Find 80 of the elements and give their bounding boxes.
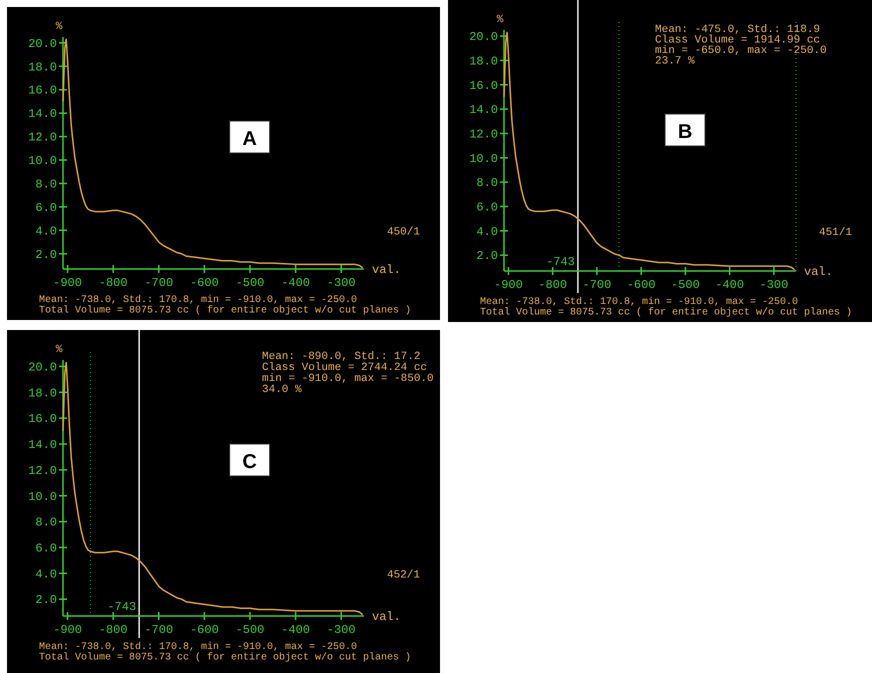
x-tick-label: -700 (582, 278, 612, 292)
y-axis-title: % (56, 344, 63, 356)
x-tick-label: -600 (190, 276, 219, 290)
text: Total Volume = 8075.73 cc ( for entire object w/o cut planes ) (39, 652, 412, 664)
y-tick-label: 6.0 (35, 541, 57, 556)
x-tick-label: -600 (626, 278, 656, 292)
y-tick-label: 6.0 (35, 200, 57, 215)
y-tick-label: 16.0 (28, 412, 57, 426)
x-axis-title: val. (804, 265, 833, 279)
text: Total Volume = 8075.73 cc ( for entire object w/o cut planes ) (480, 306, 852, 318)
annotation: Class Volume = 1914.99 cc (655, 34, 820, 46)
annotation: Class Volume = 2744.24 cc (262, 362, 428, 374)
y-tick-label: 2.0 (476, 249, 498, 264)
annotation: 34.0 % (262, 384, 302, 396)
x-tick-label: -400 (715, 278, 744, 292)
x-tick-label: -800 (538, 278, 568, 292)
x-tick-label: -500 (236, 623, 264, 637)
x-tick-label: -400 (281, 623, 310, 637)
y-tick-label: 8.0 (35, 516, 57, 530)
y-tick-label: 18.0 (28, 386, 57, 400)
y-tick-label: 16.0 (28, 84, 57, 98)
x-tick-label: -500 (670, 278, 700, 292)
x-tick-label: -300 (326, 623, 356, 637)
x-tick-label: -900 (53, 276, 82, 290)
y-tick-label: 10.0 (28, 490, 57, 504)
x-tick-label: -600 (190, 623, 219, 637)
y-tick-label: 18.0 (28, 60, 57, 74)
text: 451/1 (818, 226, 852, 239)
annotation: min = -910.0, max = -850.0 (262, 373, 434, 385)
x-tick-label: -900 (53, 623, 82, 637)
text: 452/1 (386, 569, 420, 582)
x-tick-label: -800 (98, 623, 128, 637)
x-tick-label: -400 (281, 276, 310, 290)
y-tick-label: 2.0 (35, 248, 57, 262)
ref-line-label: -743 (546, 255, 575, 269)
x-axis-title: val. (372, 610, 401, 624)
annotation: Mean: -890.0, Std.: 17.2 (262, 351, 420, 363)
y-tick-label: 4.0 (35, 224, 57, 238)
x-axis-title: val. (372, 263, 401, 277)
y-tick-label: 2.0 (35, 593, 57, 608)
y-tick-label: 14.0 (28, 438, 57, 452)
text: Total Volume = 8075.73 cc ( for entire object w/o cut planes ) (39, 304, 412, 316)
annotation: min = -650.0, max = -250.0 (655, 45, 827, 57)
y-tick-label: 20.0 (28, 36, 57, 51)
x-tick-label: -700 (144, 276, 174, 290)
text: Mean: -738.0, Std.: 170.8, min = -910.0, max = -250.0 (480, 296, 798, 308)
y-tick-label: 12.0 (28, 130, 57, 145)
x-tick-label: -300 (326, 276, 356, 290)
annotation: Mean: -475.0, Std.: 118.9 (655, 24, 820, 36)
y-tick-label: 16.0 (469, 78, 498, 93)
y-tick-label: 10.0 (469, 152, 498, 166)
x-tick-label: -800 (98, 276, 128, 290)
x-tick-label: -500 (236, 276, 264, 290)
text: C (242, 451, 257, 473)
y-tick-label: 14.0 (469, 103, 498, 118)
y-tick-label: 8.0 (476, 176, 498, 190)
text: A (242, 128, 257, 150)
y-tick-label: 12.0 (28, 464, 57, 478)
y-tick-label: 20.0 (469, 30, 498, 44)
text: 450/1 (386, 226, 420, 238)
line-series (62, 38, 364, 269)
y-axis-title: % (496, 14, 504, 26)
text: Mean: -738.0, Std.: 170.8, min = -910.0, max = -250.0 (39, 641, 358, 653)
y-tick-label: 4.0 (476, 224, 498, 239)
y-tick-label: 14.0 (28, 107, 57, 122)
x-tick-label: -700 (144, 623, 174, 637)
y-tick-label: 20.0 (28, 360, 57, 374)
x-tick-label: -900 (494, 278, 523, 292)
y-axis-title: % (56, 21, 63, 33)
y-tick-label: 12.0 (469, 127, 498, 142)
ref-line-label: -743 (107, 600, 136, 614)
y-tick-label: 4.0 (35, 567, 57, 582)
y-tick-label: 18.0 (469, 54, 498, 68)
y-tick-label: 8.0 (35, 177, 57, 192)
x-tick-label: -300 (759, 278, 788, 292)
annotation: 23.7 % (655, 56, 696, 68)
y-tick-label: 10.0 (28, 154, 57, 168)
y-tick-label: 6.0 (476, 200, 498, 214)
text: Mean: -738.0, Std.: 170.8, min = -910.0, max = -250.0 (39, 294, 358, 306)
text: B (678, 121, 692, 143)
